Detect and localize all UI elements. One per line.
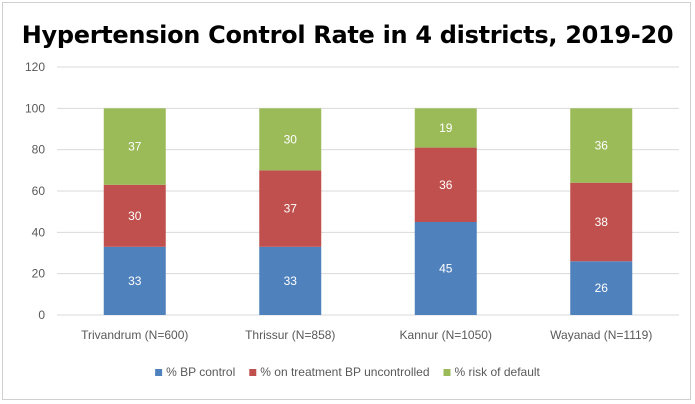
data-label-2-2: 19	[439, 121, 453, 135]
data-label-3-0: 26	[595, 281, 609, 295]
x-category-label-2: Kannur (N=1050)	[400, 328, 492, 342]
y-axis: 0 20 40 60 80 100 120	[25, 60, 45, 322]
y-tick-label-60: 60	[32, 184, 46, 198]
legend-swatch-0	[155, 369, 163, 376]
legend-label-1: % on treatment BP uncontrolled	[260, 365, 429, 379]
bars: 33 30 37 33 37 30 45 36 19 26 38 36	[103, 108, 633, 315]
legend-label-0: % BP control	[166, 365, 235, 379]
y-tick-label-80: 80	[32, 143, 46, 157]
bar-1-series-1	[259, 170, 322, 247]
bar-3-series-2	[570, 108, 633, 183]
y-tick-label-40: 40	[32, 225, 46, 239]
bar-2-series-0	[414, 222, 477, 315]
bar-1-series-2	[259, 108, 322, 171]
bar-0-series-2	[103, 108, 166, 185]
data-label-2-1: 36	[439, 178, 453, 192]
bar-1-series-0	[259, 246, 322, 315]
x-axis: Trivandrum (N=600) Thrissur (N=858) Kannur…	[81, 328, 652, 342]
y-tick-label-120: 120	[25, 60, 45, 74]
x-category-label-0: Trivandrum (N=600)	[81, 328, 188, 342]
x-category-label-1: Thrissur (N=858)	[245, 328, 335, 342]
data-label-0-2: 37	[128, 140, 142, 154]
data-label-3-2: 36	[595, 139, 609, 153]
chart-title: Hypertension Control Rate in 4 districts…	[21, 21, 674, 49]
data-label-1-1: 37	[284, 202, 298, 216]
data-label-2-0: 45	[439, 262, 453, 276]
data-label-0-1: 30	[128, 209, 142, 223]
bar-3-series-0	[570, 261, 633, 315]
legend-swatch-1	[249, 369, 257, 376]
bar-2-series-2	[414, 108, 477, 148]
bar-0-series-1	[103, 184, 166, 247]
y-tick-label-100: 100	[25, 101, 45, 115]
bar-3-series-1	[570, 182, 633, 262]
data-label-3-1: 38	[595, 215, 609, 229]
x-category-label-3: Wayanad (N=1119)	[550, 328, 652, 342]
y-tick-label-0: 0	[38, 308, 45, 322]
bar-0-series-0	[103, 246, 166, 315]
data-label-0-0: 33	[128, 274, 142, 288]
data-label-1-2: 30	[284, 132, 298, 146]
legend-label-2: % risk of default	[455, 365, 541, 379]
y-tick-label-20: 20	[32, 267, 46, 281]
bar-2-series-1	[414, 147, 477, 222]
legend-swatch-2	[443, 369, 451, 376]
legend: % BP control % on treatment BP uncontroll…	[155, 365, 541, 379]
data-label-1-0: 33	[284, 274, 298, 288]
chart-frame: Hypertension Control Rate in 4 districts…	[2, 2, 691, 400]
stacked-bar-chart: 0 20 40 60 80 100 120 33 30 37 33 37 30 45 36 19 26 38 36…	[25, 60, 679, 379]
